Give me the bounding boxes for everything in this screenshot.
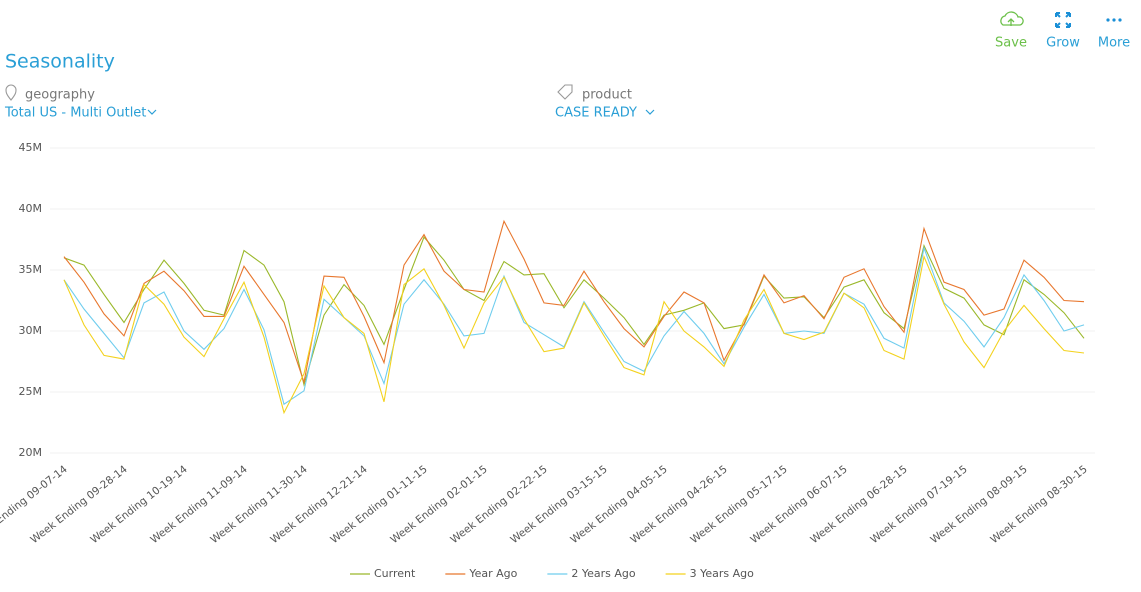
dot (1106, 18, 1110, 22)
save-icon (1000, 11, 1024, 26)
x-tick-label: Week Ending 04-05-15 (568, 463, 669, 546)
y-tick-label: 35M (19, 263, 43, 276)
x-tick-label: Week Ending 08-30-15 (988, 463, 1089, 546)
pin-icon (5, 84, 17, 101)
filter-name: product (582, 88, 632, 103)
y-tick-label: 25M (19, 385, 43, 398)
chevron (645, 109, 655, 115)
x-tick-label: Week Ending 05-17-15 (688, 463, 789, 546)
legend-label: Year Ago (468, 567, 517, 580)
product-dropdown[interactable]: CASE READY (555, 106, 655, 121)
x-tick-label: Week Ending 02-01-15 (388, 463, 489, 546)
series-line (63, 236, 1085, 387)
geography-dropdown[interactable]: Total US - Multi Outlet (4, 106, 157, 121)
plot: 20M25M30M35M40M45MWeek Ending 09-07-14We… (0, 141, 1095, 580)
legend-label: Current (374, 567, 416, 580)
x-tick-label: Week Ending 01-11-15 (328, 463, 429, 546)
y-tick-label: 20M (19, 446, 43, 459)
more-button[interactable]: More (1098, 18, 1130, 51)
grow-label: Grow (1046, 36, 1080, 51)
y-tick-label: 45M (19, 141, 43, 154)
x-tick-label: Week Ending 12-21-14 (268, 463, 370, 546)
more-label: More (1098, 36, 1130, 51)
x-tick-label: Week Ending 09-28-14 (28, 463, 130, 546)
x-tick-label: Week Ending 07-19-15 (868, 463, 969, 546)
y-tick-label: 40M (19, 202, 43, 215)
series-line (63, 254, 1085, 415)
x-tick-label: Week Ending 08-09-15 (928, 463, 1029, 546)
x-tick-label: Week Ending 03-15-15 (508, 463, 609, 546)
grow-button[interactable]: Grow (1046, 12, 1080, 51)
dot (1118, 18, 1122, 22)
y-tick-label: 30M (19, 324, 43, 337)
legend-label: 2 Years Ago (571, 567, 636, 580)
filter-value: CASE READY (555, 106, 637, 121)
x-tick-label: Week Ending 04-26-15 (628, 463, 729, 546)
save-arrow (1007, 18, 1015, 26)
chevron (147, 109, 157, 115)
x-tick-label: Week Ending 06-07-15 (748, 463, 849, 546)
dot (1112, 18, 1116, 22)
x-tick-label: Week Ending 06-28-15 (808, 463, 909, 546)
save-label: Save (995, 36, 1027, 51)
x-tick-label: Week Ending 11-09-14 (148, 463, 250, 546)
legend-label: 3 Years Ago (690, 567, 755, 580)
grow-icon (1055, 12, 1071, 28)
page-title: Seasonality (5, 51, 115, 73)
save-button[interactable]: Save (995, 11, 1027, 51)
x-tick-label: Week Ending 11-30-14 (208, 463, 310, 546)
x-tick-label: Week Ending 02-22-15 (448, 463, 549, 546)
tag-icon (557, 84, 573, 100)
series-line (63, 219, 1085, 385)
filter-value: Total US - Multi Outlet (4, 106, 146, 121)
filter-name: geography (25, 88, 95, 103)
x-tick-label: Week Ending 10-19-14 (88, 463, 190, 546)
